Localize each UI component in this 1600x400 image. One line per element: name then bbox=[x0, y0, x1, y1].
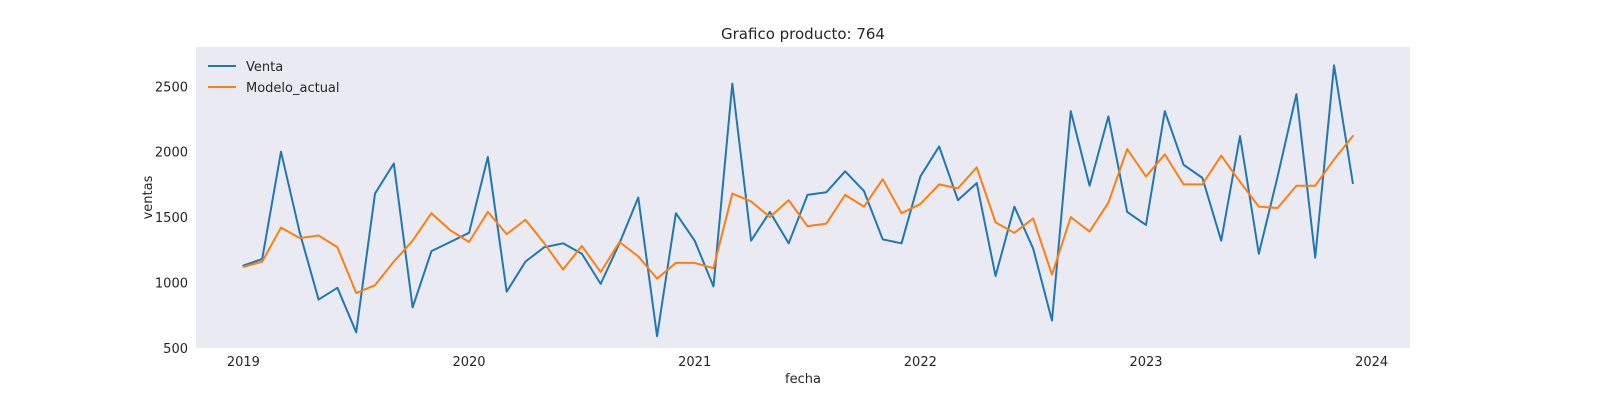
series-line-venta bbox=[242, 64, 1354, 338]
x-tick-label: 2023 bbox=[1129, 355, 1162, 370]
y-tick-label: 500 bbox=[163, 342, 188, 357]
legend-label-venta: Venta bbox=[246, 60, 283, 75]
y-tick-label: 2000 bbox=[155, 146, 188, 161]
x-tick-label: 2019 bbox=[227, 355, 260, 370]
y-tick-label: 2500 bbox=[155, 80, 188, 95]
series-line-modelo-actual bbox=[242, 134, 1354, 295]
y-tick-label: 1000 bbox=[155, 277, 188, 292]
y-axis-label: ventas bbox=[141, 175, 156, 219]
x-axis-label: fecha bbox=[785, 372, 821, 387]
chart-legend: Venta Modelo_actual bbox=[208, 60, 340, 96]
plot-area bbox=[196, 47, 1410, 348]
x-tick-label: 2020 bbox=[452, 355, 485, 370]
x-tick-label: 2021 bbox=[678, 355, 711, 370]
y-tick-label: 1500 bbox=[155, 211, 188, 226]
chart-title: Grafico producto: 764 bbox=[721, 25, 885, 43]
legend-label-modelo-actual: Modelo_actual bbox=[246, 81, 340, 96]
x-tick-label: 2024 bbox=[1355, 355, 1388, 370]
x-tick-label: 2022 bbox=[904, 355, 937, 370]
